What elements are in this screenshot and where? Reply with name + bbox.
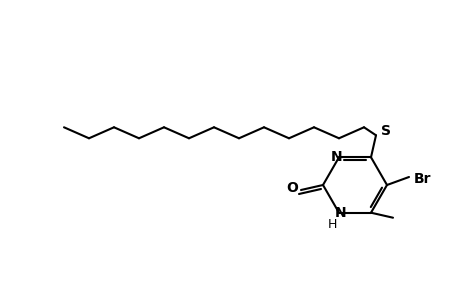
Text: N: N	[335, 206, 346, 220]
Text: H: H	[327, 218, 336, 231]
Text: Br: Br	[414, 172, 431, 186]
Text: N: N	[330, 150, 342, 164]
Text: O: O	[285, 181, 297, 195]
Text: S: S	[380, 124, 390, 138]
